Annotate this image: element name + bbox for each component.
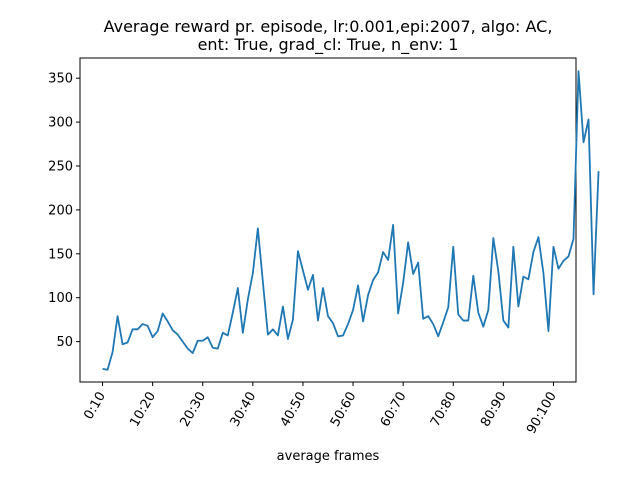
series-layer (102, 70, 600, 371)
x-tick-label: 0:10 (81, 390, 109, 423)
y-tick-label: 200 (48, 203, 73, 218)
x-tick-label: 50:60 (328, 390, 360, 430)
y-tick-label: 150 (48, 247, 73, 262)
y-tick-label: 100 (48, 291, 73, 306)
x-tick-label: 60:70 (378, 390, 410, 430)
axes (79, 57, 577, 383)
x-tick-label: 30:40 (228, 390, 260, 430)
x-axis-label: average frames (277, 449, 380, 464)
chart-title-line2: ent: True, grad_cl: True, n_env: 1 (198, 35, 459, 55)
x-tick-label: 40:50 (278, 390, 310, 430)
series-line-0 (102, 70, 600, 371)
x-axis-ticks: 0:10 10:20 20:30 30:40 40:50 50:60 60:70 70:80 8… (81, 382, 560, 437)
y-tick-label: 300 (48, 116, 73, 131)
x-tick-label: 20:30 (177, 390, 209, 430)
y-tick-label: 250 (48, 160, 73, 175)
plot-frame (79, 57, 577, 383)
x-tick-label: 80:90 (478, 389, 510, 429)
y-tick-label: 50 (56, 335, 73, 350)
x-tick-label: 70:80 (428, 390, 460, 430)
chart-title-line1: Average reward pr. episode, lr:0.001,epi… (104, 17, 553, 36)
y-axis-ticks: 50 100 150 200 250 300 350 (48, 72, 80, 350)
y-tick-label: 350 (48, 72, 73, 87)
x-tick-label: 10:20 (127, 390, 159, 430)
x-tick-label: 90:100 (524, 390, 560, 437)
